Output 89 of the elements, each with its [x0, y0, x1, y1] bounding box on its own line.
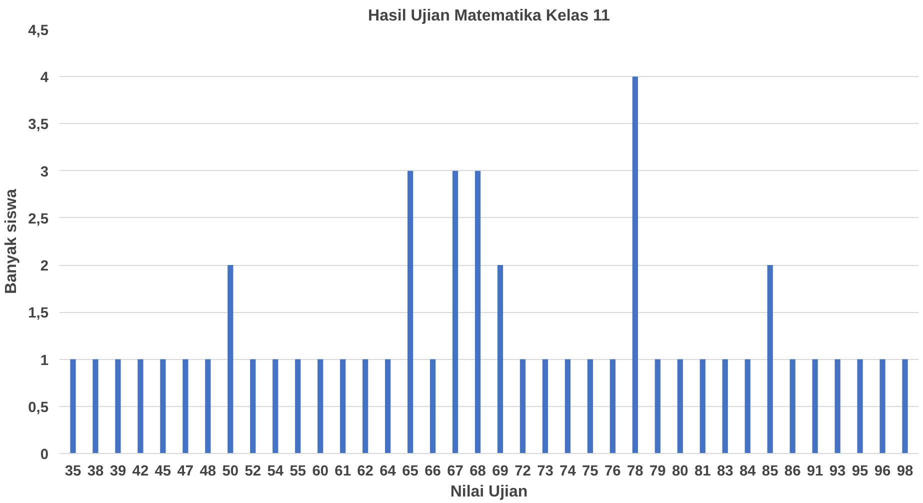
x-tick-label: 66 — [424, 464, 441, 480]
y-tick-label: 2,5 — [28, 211, 48, 228]
bar — [430, 359, 436, 454]
bar — [520, 359, 526, 454]
bar — [474, 170, 481, 454]
y-axis-title: Banyak siswa — [3, 188, 20, 294]
x-tick-label: 98 — [896, 464, 914, 480]
x-tick-label: 96 — [874, 464, 891, 480]
x-tick-label: 50 — [222, 464, 239, 480]
x-tick-label: 95 — [852, 464, 868, 480]
y-tick-label: 3,5 — [28, 117, 48, 134]
bar — [812, 359, 818, 454]
x-tick-label: 85 — [762, 464, 778, 480]
x-tick-label: 91 — [806, 464, 824, 480]
bar — [182, 359, 188, 454]
x-tick-label: 61 — [334, 464, 351, 480]
x-tick-label: 81 — [694, 464, 711, 480]
bar — [497, 265, 504, 454]
bar — [677, 359, 683, 454]
bar — [542, 359, 548, 454]
bar — [115, 359, 121, 454]
x-tick-label: 39 — [110, 464, 126, 480]
bar — [654, 359, 660, 454]
bar — [587, 359, 593, 454]
bar — [228, 265, 234, 454]
x-tick-label: 52 — [244, 464, 262, 480]
x-tick-label: 79 — [650, 464, 666, 480]
x-tick-label: 38 — [87, 464, 104, 480]
bar — [857, 359, 863, 454]
y-tick-label: 0 — [40, 447, 49, 463]
bar — [700, 359, 706, 454]
x-tick-label: 80 — [672, 464, 688, 480]
x-tick-label: 84 — [739, 464, 757, 480]
bar — [160, 359, 166, 454]
bar — [318, 359, 324, 454]
x-tick-label: 74 — [560, 464, 577, 480]
x-tick-label: 47 — [177, 464, 194, 480]
y-tick-label: 0,5 — [28, 400, 48, 416]
x-tick-label: 64 — [380, 464, 397, 480]
x-tick-label: 67 — [447, 464, 464, 480]
bar — [452, 170, 458, 454]
bar — [767, 265, 773, 454]
bar — [362, 359, 368, 454]
bar — [722, 359, 728, 454]
bar — [834, 359, 840, 454]
bar — [902, 359, 908, 454]
bar — [385, 359, 391, 454]
y-tick-label: 2 — [40, 258, 49, 275]
x-tick-label: 45 — [154, 464, 172, 480]
x-tick-label: 73 — [537, 464, 554, 480]
x-tick-label: 83 — [716, 464, 734, 480]
x-tick-label: 60 — [312, 464, 329, 480]
bar — [610, 359, 616, 454]
x-tick-label: 62 — [357, 464, 374, 480]
x-axis-title: Nilai Ujian — [450, 484, 528, 500]
bar — [744, 359, 750, 454]
x-tick-label: 42 — [132, 464, 149, 480]
x-tick-label: 69 — [492, 464, 508, 480]
y-tick-label: 4,5 — [28, 23, 48, 39]
x-tick-label: 75 — [582, 464, 598, 480]
x-tick-label: 55 — [290, 464, 306, 480]
x-tick-label: 93 — [829, 464, 846, 480]
x-tick-label: 68 — [470, 464, 486, 480]
bar — [205, 359, 211, 454]
bar — [138, 359, 144, 454]
bar — [92, 359, 98, 454]
chart-title: Hasil Ujian Matematika Kelas 11 — [368, 8, 610, 24]
x-tick-label: 76 — [604, 464, 621, 480]
x-tick-label: 48 — [200, 464, 216, 480]
bar — [407, 170, 414, 454]
bar — [632, 76, 638, 454]
bar — [272, 359, 278, 454]
x-tick-label: 78 — [627, 464, 644, 480]
y-tick-label: 1,5 — [28, 306, 48, 322]
bar — [790, 359, 796, 454]
x-tick-label: 54 — [267, 464, 284, 480]
x-tick-label: 35 — [64, 464, 82, 480]
bar — [70, 359, 76, 454]
y-tick-label: 1 — [40, 352, 49, 369]
y-tick-label: 3 — [40, 164, 49, 180]
bar — [250, 359, 256, 454]
x-tick-label: 86 — [784, 464, 801, 480]
x-tick-label: 65 — [402, 464, 418, 480]
bar — [295, 359, 301, 454]
x-tick-label: 72 — [514, 464, 531, 480]
bar — [340, 359, 346, 454]
bar — [564, 359, 571, 454]
y-tick-label: 4 — [40, 70, 50, 86]
bar — [880, 359, 886, 454]
